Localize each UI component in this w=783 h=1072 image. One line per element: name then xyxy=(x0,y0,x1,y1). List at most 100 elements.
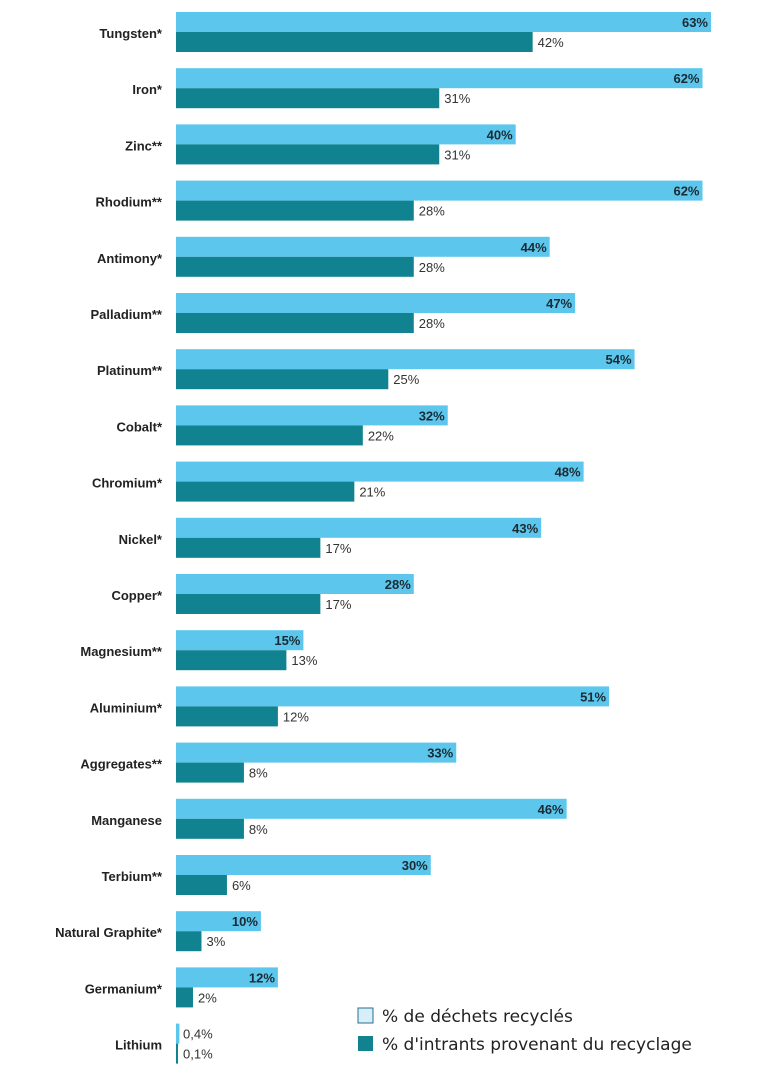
bar-recycled-input xyxy=(176,706,278,727)
value-label-recycled-waste: 15% xyxy=(274,633,300,648)
bar-recycled-input xyxy=(176,88,440,109)
bar-recycled-waste xyxy=(176,68,703,89)
value-label-recycled-waste: 33% xyxy=(427,746,453,761)
value-label-recycled-waste: 28% xyxy=(385,577,411,592)
value-label-recycled-waste: 43% xyxy=(512,521,538,536)
value-label-recycled-waste: 0,4% xyxy=(183,1027,213,1042)
value-label-recycled-input: 2% xyxy=(198,990,217,1005)
legend-label-dark: % d'intrants provenant du recyclage xyxy=(382,1035,692,1055)
value-label-recycled-input: 21% xyxy=(359,485,385,500)
value-label-recycled-waste: 48% xyxy=(555,465,581,480)
value-label-recycled-waste: 47% xyxy=(546,296,572,311)
bar-recycled-input xyxy=(176,256,414,277)
category-label: Rhodium** xyxy=(96,195,163,210)
category-label: Copper* xyxy=(111,588,163,603)
bar-recycled-waste xyxy=(176,236,550,257)
value-label-recycled-input: 31% xyxy=(444,147,470,162)
bar-recycled-input xyxy=(176,650,287,671)
bar-recycled-input xyxy=(176,313,414,333)
value-label-recycled-input: 12% xyxy=(283,709,309,724)
value-label-recycled-input: 22% xyxy=(368,428,394,443)
bar-recycled-input xyxy=(176,200,414,221)
value-label-recycled-input: 25% xyxy=(393,372,419,387)
bar-recycled-waste xyxy=(176,461,584,482)
category-label: Zinc** xyxy=(125,138,163,153)
category-label: Palladium** xyxy=(90,307,162,322)
value-label-recycled-waste: 63% xyxy=(682,15,708,30)
category-label: Iron* xyxy=(132,82,163,97)
value-label-recycled-waste: 12% xyxy=(249,970,275,985)
category-label: Tungsten* xyxy=(99,26,163,41)
category-label: Chromium* xyxy=(92,476,163,491)
bar-recycled-waste xyxy=(176,630,304,651)
bar-recycled-input xyxy=(176,1043,178,1064)
category-label: Lithium xyxy=(115,1038,162,1053)
value-label-recycled-input: 31% xyxy=(444,91,470,106)
category-label: Platinum** xyxy=(97,363,163,378)
category-label: Terbium** xyxy=(102,869,163,884)
category-label: Cobalt* xyxy=(117,419,163,434)
bar-recycled-input xyxy=(176,481,355,502)
category-label: Natural Graphite* xyxy=(55,925,163,940)
bar-recycled-waste xyxy=(176,517,542,538)
bar-recycled-waste xyxy=(176,742,457,763)
bar-recycled-input xyxy=(176,537,321,558)
bar-recycled-waste xyxy=(176,1023,180,1044)
bar-recycled-waste xyxy=(176,574,414,594)
legend-swatch-light xyxy=(357,1007,374,1024)
legend-swatch-dark xyxy=(358,1036,373,1051)
category-label: Nickel* xyxy=(119,532,163,547)
value-label-recycled-input: 3% xyxy=(206,934,225,949)
value-label-recycled-waste: 46% xyxy=(538,802,564,817)
value-label-recycled-waste: 62% xyxy=(673,71,699,86)
value-label-recycled-input: 8% xyxy=(249,822,268,837)
value-label-recycled-input: 28% xyxy=(419,260,445,275)
category-label: Aggregates** xyxy=(80,757,163,772)
bar-recycled-input xyxy=(176,144,440,165)
bar-recycled-waste xyxy=(176,293,576,313)
bar-recycled-waste xyxy=(176,911,261,932)
value-label-recycled-waste: 44% xyxy=(521,240,547,255)
value-label-recycled-input: 17% xyxy=(325,597,351,612)
bar-recycled-waste xyxy=(176,12,711,32)
value-label-recycled-waste: 51% xyxy=(580,689,606,704)
bar-recycled-waste xyxy=(176,349,635,370)
category-label: Aluminium* xyxy=(90,700,163,715)
value-label-recycled-waste: 62% xyxy=(673,184,699,199)
bar-recycled-input xyxy=(176,32,533,52)
bars-layer: Tungsten* 63% 42% Iron* 62% 31% Zinc** 40% 31% Rh… xyxy=(55,12,711,1064)
value-label-recycled-input: 17% xyxy=(325,541,351,556)
bar-recycled-input xyxy=(176,987,193,1008)
legend-label-light: % de déchets recyclés xyxy=(382,1007,573,1027)
bar-recycled-input xyxy=(176,594,321,614)
bar-recycled-input xyxy=(176,425,363,446)
value-label-recycled-input: 6% xyxy=(232,878,251,893)
value-label-recycled-waste: 32% xyxy=(419,408,445,423)
bar-recycled-waste xyxy=(176,967,278,988)
value-label-recycled-input: 0,1% xyxy=(183,1047,213,1062)
bar-recycled-waste xyxy=(176,405,448,426)
bar-recycled-input xyxy=(176,762,244,783)
bar-recycled-waste xyxy=(176,180,703,201)
bar-recycled-waste xyxy=(176,855,431,875)
value-label-recycled-waste: 40% xyxy=(487,127,513,142)
bar-recycled-input xyxy=(176,931,202,952)
legend: % de déchets recyclés % d'intrants prove… xyxy=(357,1007,692,1055)
category-label: Antimony* xyxy=(97,251,163,266)
value-label-recycled-input: 28% xyxy=(419,316,445,331)
bar-recycled-waste xyxy=(176,686,610,707)
value-label-recycled-waste: 54% xyxy=(606,352,632,367)
category-label: Magnesium** xyxy=(80,644,163,659)
value-label-recycled-input: 28% xyxy=(419,204,445,219)
bar-recycled-input xyxy=(176,818,244,839)
bar-recycled-input xyxy=(176,875,227,895)
bar-recycled-waste xyxy=(176,124,516,145)
category-label: Manganese xyxy=(91,813,162,828)
bar-recycled-input xyxy=(176,369,389,390)
value-label-recycled-input: 13% xyxy=(291,653,317,668)
value-label-recycled-input: 42% xyxy=(538,35,564,50)
value-label-recycled-waste: 30% xyxy=(402,858,428,873)
bar-recycled-waste xyxy=(176,798,567,819)
value-label-recycled-input: 8% xyxy=(249,766,268,781)
